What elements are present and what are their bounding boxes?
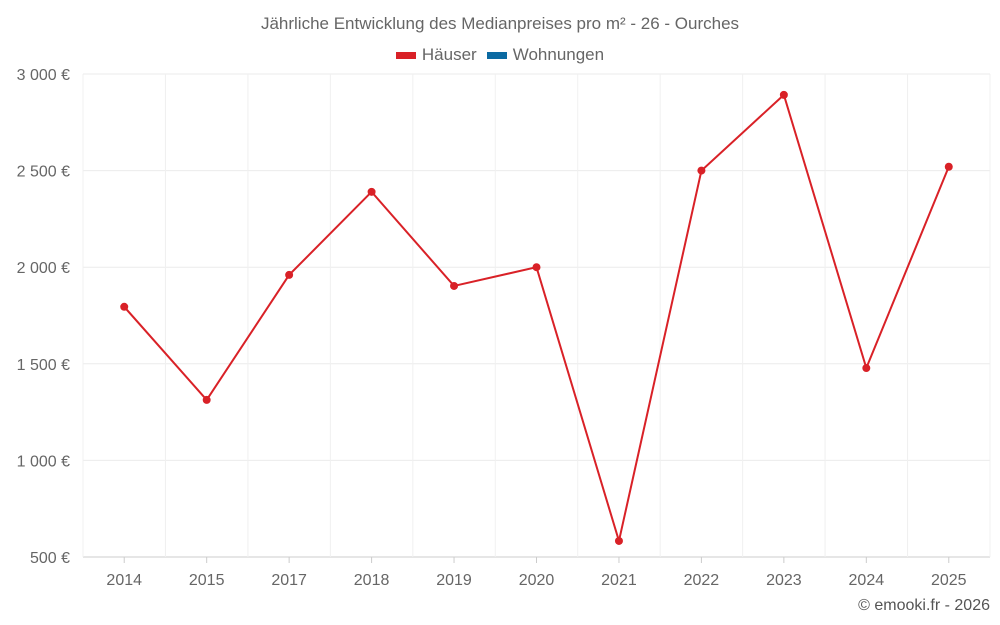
y-tick-label: 3 000 €	[17, 67, 70, 84]
legend-item-haeuser[interactable]: Häuser	[395, 45, 477, 65]
data-point	[285, 270, 294, 279]
x-tick-label: 2022	[684, 572, 720, 589]
legend-label: Häuser	[421, 45, 477, 64]
x-tick-label: 2018	[354, 572, 390, 589]
legend-item-wohnungen[interactable]: Wohnungen	[486, 45, 605, 65]
data-point	[779, 90, 788, 99]
data-point	[862, 364, 871, 373]
x-tick-label: 2024	[849, 572, 885, 589]
y-tick-label: 500 €	[30, 550, 70, 567]
x-tick-label: 2015	[189, 572, 225, 589]
data-point	[532, 263, 541, 272]
x-tick-label: 2025	[931, 572, 967, 589]
y-tick-label: 1 500 €	[17, 357, 70, 374]
legend-label: Wohnungen	[512, 45, 605, 64]
chart-title: Jährliche Entwicklung des Medianpreises …	[260, 14, 740, 33]
x-tick-label: 2019	[436, 572, 472, 589]
data-point	[367, 187, 376, 196]
x-tick-label: 2021	[601, 572, 637, 589]
data-point	[697, 166, 706, 175]
legend-swatch	[395, 51, 416, 59]
x-tick-label: 2017	[271, 572, 307, 589]
x-tick-label: 2023	[766, 572, 802, 589]
y-tick-label: 2 500 €	[17, 164, 70, 181]
data-point	[944, 162, 953, 171]
y-tick-label: 2 000 €	[17, 260, 70, 277]
data-point	[120, 302, 129, 311]
data-point	[614, 536, 623, 545]
x-tick-label: 2014	[106, 572, 142, 589]
legend-swatch	[486, 51, 507, 59]
legend: Häuser Wohnungen	[0, 45, 1000, 65]
y-tick-label: 1 000 €	[17, 453, 70, 470]
data-point	[450, 281, 459, 290]
credit: © emooki.fr - 2026	[858, 597, 990, 614]
x-tick-label: 2020	[519, 572, 555, 589]
data-point	[202, 395, 211, 404]
